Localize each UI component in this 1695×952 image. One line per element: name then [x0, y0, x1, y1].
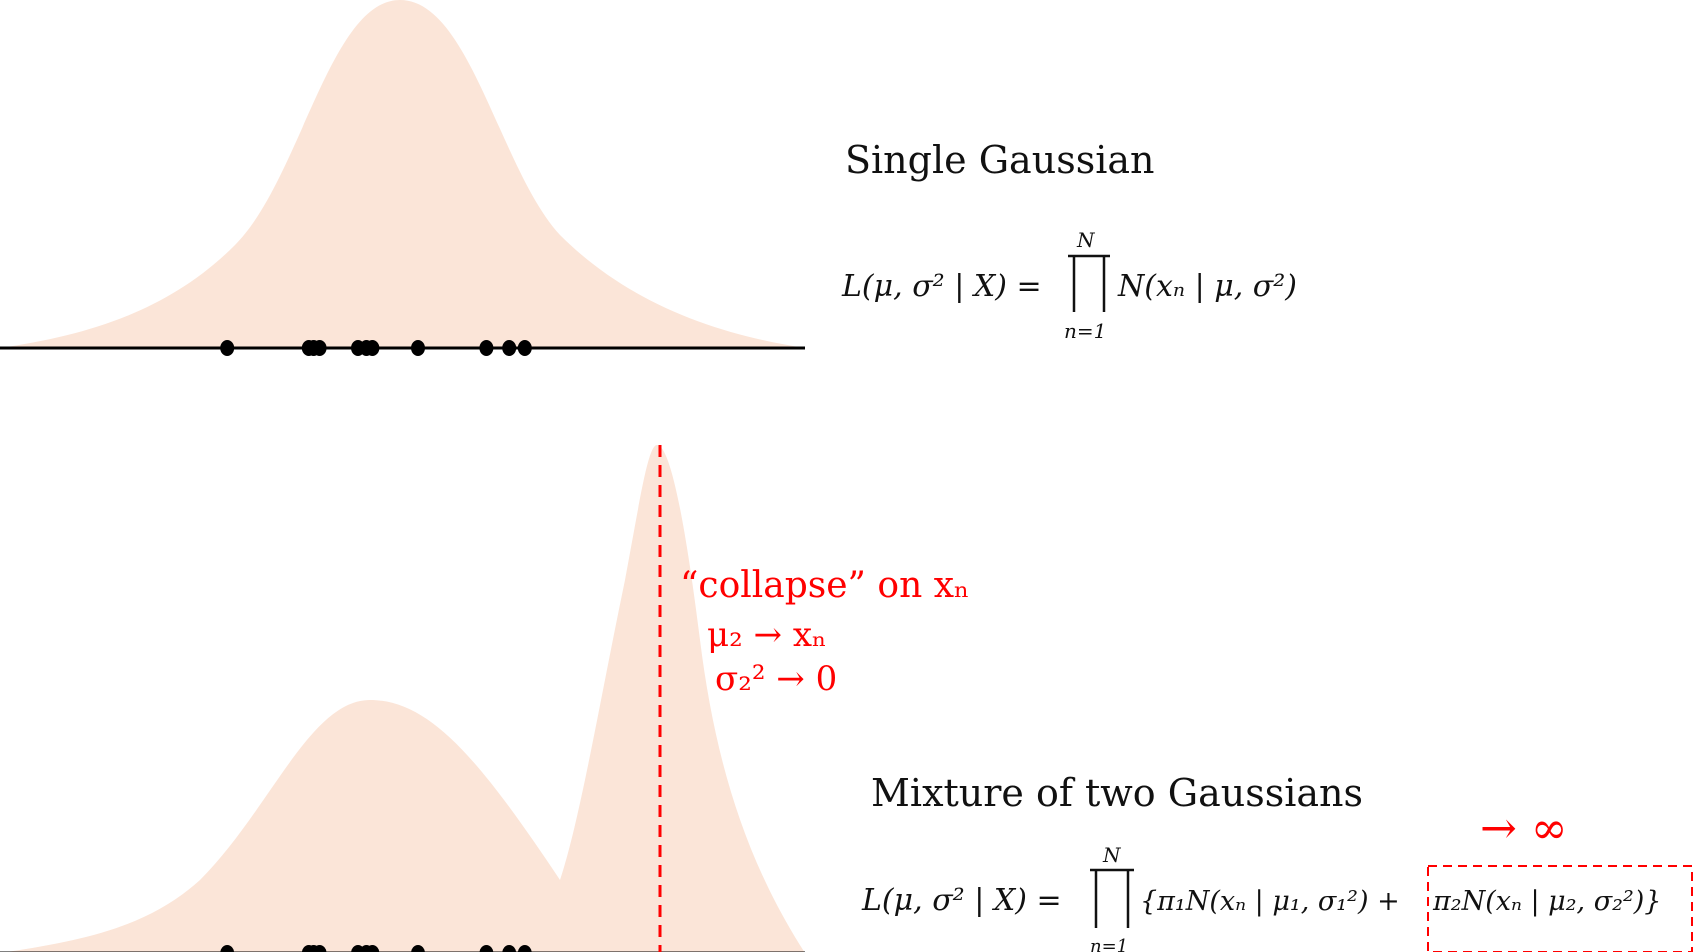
- mixture-data-point: [411, 945, 425, 952]
- mixture-formula-term2: π₂N(xₙ | μ₂, σ₂²)}: [1432, 886, 1662, 917]
- product-lower-limit: n=1: [1064, 319, 1106, 343]
- mixture-panel: “collapse” on xₙ μ₂ → xₙ σ₂² → 0 Mixture…: [0, 445, 1693, 952]
- formula-lhs: L(μ, σ² | X) =: [841, 269, 1042, 304]
- single-gaussian-data-point: [479, 340, 494, 356]
- mixture-data-point: [479, 945, 494, 952]
- mixture-data-point: [312, 945, 327, 952]
- single-gaussian-likelihood-formula: L(μ, σ² | X) = N n=1 N(xₙ | μ, σ²): [841, 228, 1297, 343]
- collapse-label: “collapse” on xₙ: [680, 565, 970, 606]
- single-gaussian-data-points: [220, 340, 532, 356]
- mixture-product-lower-limit: n=1: [1090, 936, 1128, 952]
- mixture-data-point: [365, 945, 380, 952]
- single-gaussian-panel: Single Gaussian L(μ, σ² | X) = N n=1 N(x…: [0, 0, 1297, 356]
- mixture-formula-term1: {π₁N(xₙ | μ₁, σ₁²) +: [1140, 886, 1400, 917]
- mixture-formula-lhs: L(μ, σ² | X) =: [861, 883, 1062, 918]
- mixture-product-upper-limit: N: [1102, 843, 1122, 867]
- single-gaussian-data-point: [517, 340, 532, 356]
- mixture-density: [6, 445, 805, 952]
- sigma-limit-label: σ₂² → 0: [715, 659, 837, 699]
- product-upper-limit: N: [1076, 228, 1096, 252]
- product-symbol: [1068, 254, 1110, 312]
- single-gaussian-data-point: [220, 340, 235, 356]
- single-gaussian-data-point: [365, 340, 380, 356]
- single-gaussian-density: [0, 0, 805, 348]
- mixture-data-point: [502, 945, 517, 952]
- formula-rhs: N(xₙ | μ, σ²): [1117, 269, 1297, 304]
- mixture-product-symbol: [1090, 868, 1134, 928]
- single-gaussian-data-point: [312, 340, 327, 356]
- mixture-data-point: [220, 945, 235, 952]
- mixture-data-point: [517, 945, 532, 952]
- diverging-term-highlight: [1427, 865, 1693, 952]
- collapse-annotation: “collapse” on xₙ μ₂ → xₙ σ₂² → 0: [680, 565, 970, 699]
- mixture-data-points: [220, 945, 532, 952]
- mixture-title: Mixture of two Gaussians: [871, 771, 1363, 815]
- single-gaussian-title: Single Gaussian: [845, 138, 1154, 182]
- single-gaussian-data-point: [411, 340, 425, 356]
- mixture-likelihood-formula: L(μ, σ² | X) = N n=1 {π₁N(xₙ | μ₁, σ₁²) …: [861, 843, 1693, 952]
- infinity-label: → ∞: [1480, 803, 1568, 854]
- mu-limit-label: μ₂ → xₙ: [707, 615, 827, 655]
- single-gaussian-data-point: [502, 340, 517, 356]
